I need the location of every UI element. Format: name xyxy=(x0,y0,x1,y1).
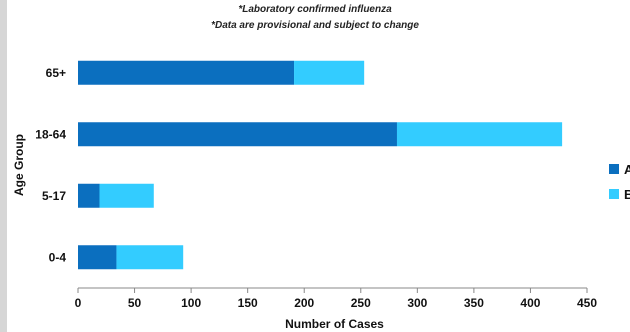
bar-a-65+ xyxy=(78,60,295,85)
x-tick-label: 300 xyxy=(407,296,427,310)
bar-b-65+ xyxy=(294,60,365,85)
bar-b-0-4 xyxy=(116,245,184,270)
bar-a-5-17 xyxy=(78,183,100,208)
x-tick-label: 200 xyxy=(294,296,314,310)
x-tick-label: 350 xyxy=(464,296,484,310)
legend-label-b: B xyxy=(624,187,630,202)
bar-a-18-64 xyxy=(78,122,397,147)
x-tick-label: 0 xyxy=(75,296,82,310)
x-tick-label: 100 xyxy=(181,296,201,310)
bar-b-5-17 xyxy=(99,183,154,208)
y-tick-label: 65+ xyxy=(46,66,66,80)
chart-subtitle-2: *Data are provisional and subject to cha… xyxy=(211,20,419,31)
x-tick-label: 450 xyxy=(577,296,597,310)
legend-label-a: A xyxy=(624,162,630,177)
legend-swatch-a xyxy=(609,164,619,174)
chart-subtitle-1: *Laboratory confirmed influenza xyxy=(238,4,392,15)
left-border-strip xyxy=(0,0,7,332)
bar-a-0-4 xyxy=(78,245,117,270)
y-axis-title: Age Group xyxy=(12,134,26,196)
bar-b-18-64 xyxy=(396,122,563,147)
x-tick-label: 50 xyxy=(128,296,142,310)
x-tick-label: 150 xyxy=(238,296,258,310)
x-tick-label: 400 xyxy=(520,296,540,310)
x-tick-label: 250 xyxy=(351,296,371,310)
y-tick-label: 18-64 xyxy=(35,127,66,141)
legend-swatch-b xyxy=(609,189,619,199)
x-axis-title: Number of Cases xyxy=(285,317,384,331)
y-tick-label: 0-4 xyxy=(49,250,67,264)
y-tick-label: 5-17 xyxy=(42,189,66,203)
